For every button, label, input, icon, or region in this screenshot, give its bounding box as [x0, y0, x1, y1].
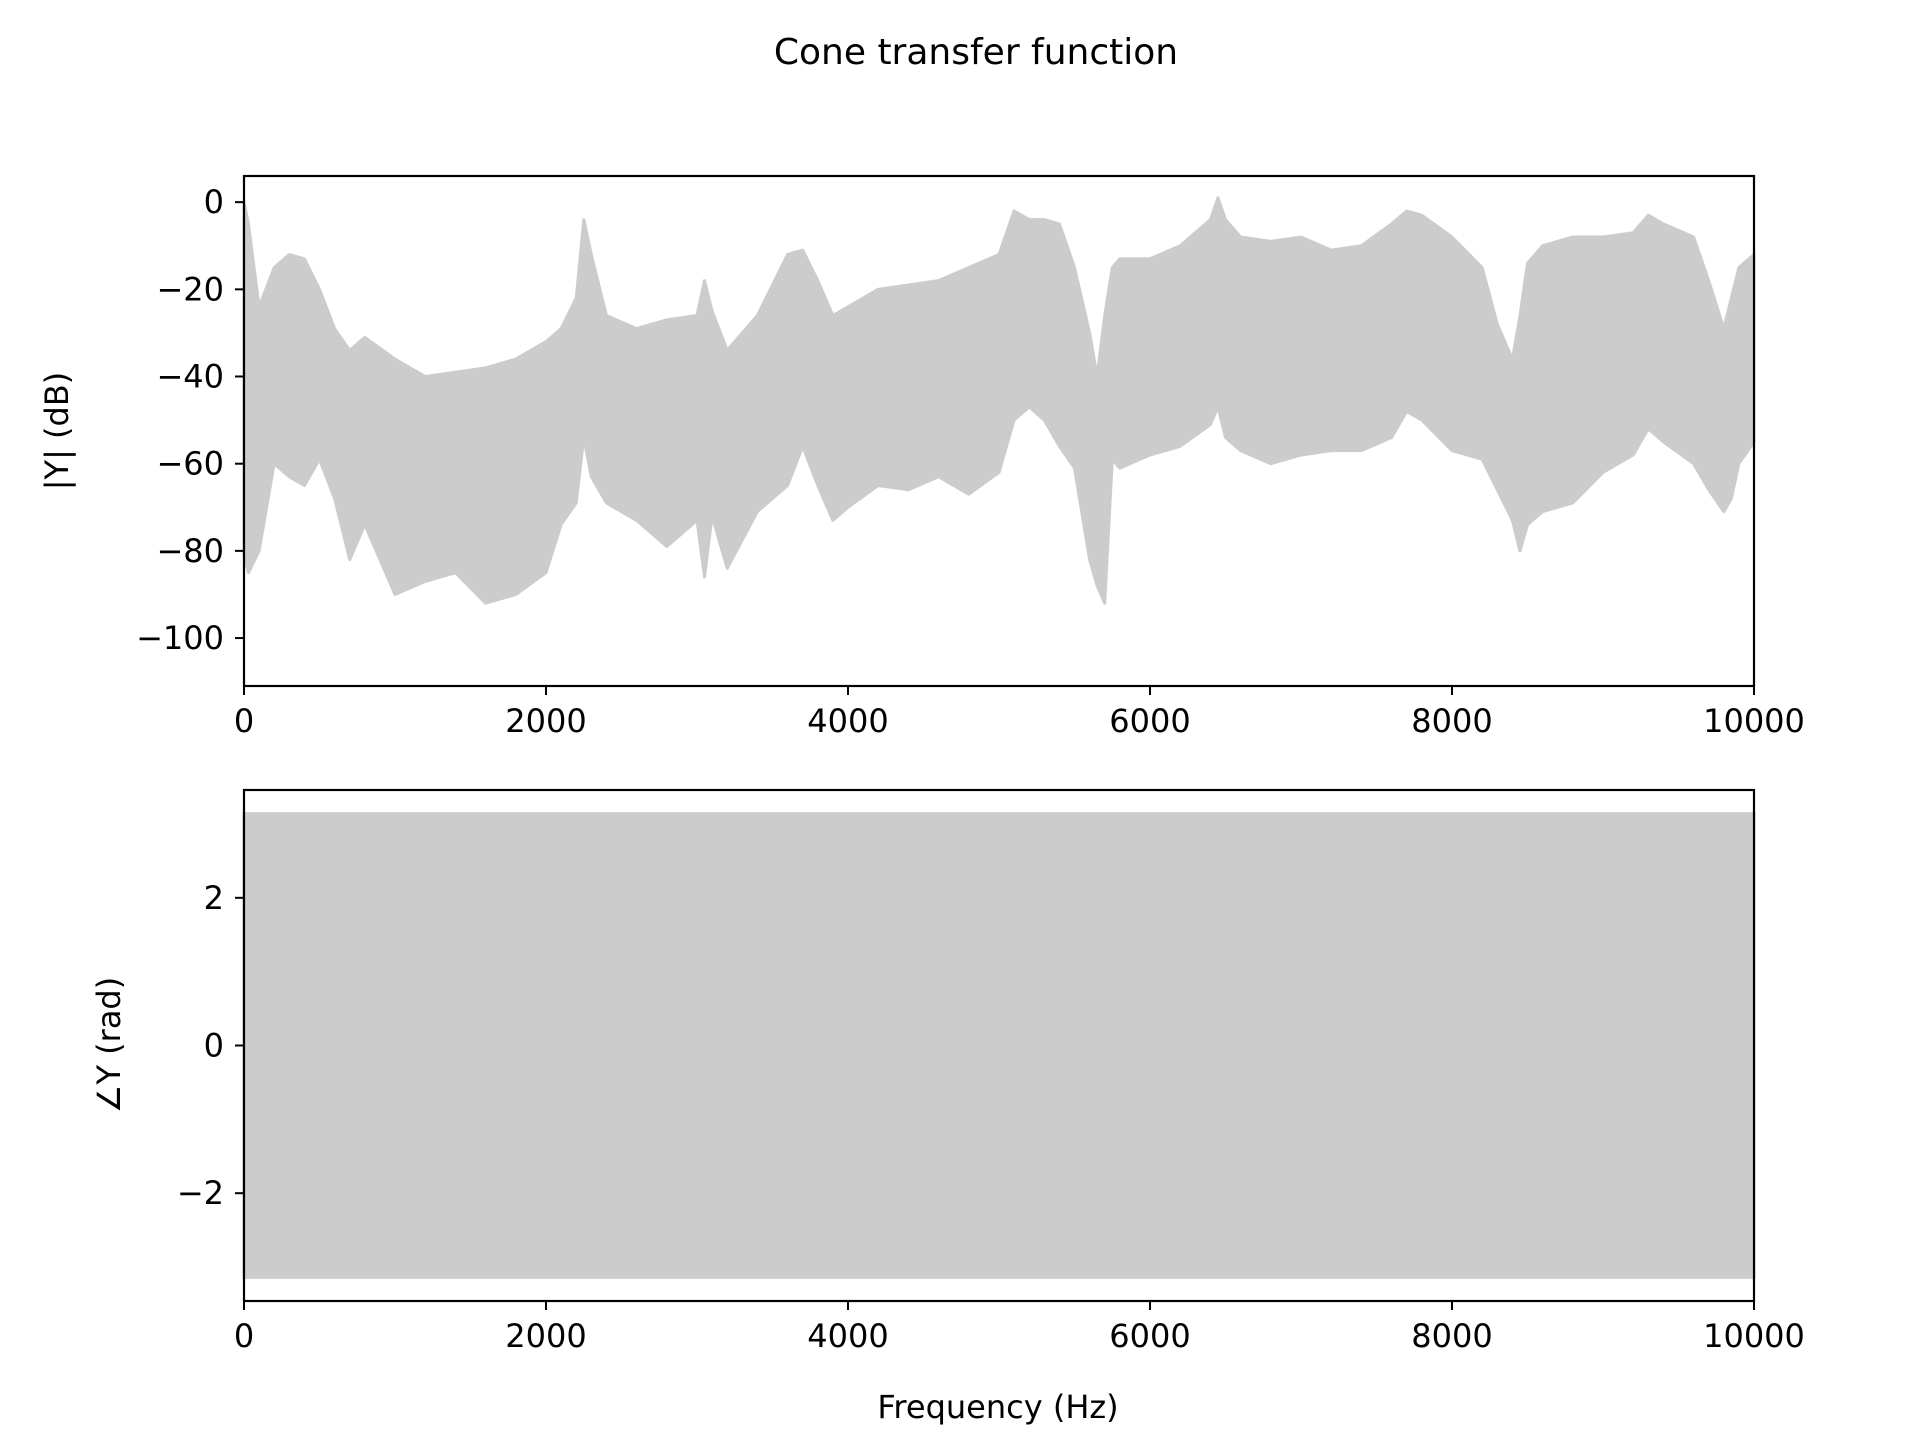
phase-x-tick-label: 0	[234, 1317, 254, 1355]
magnitude-x-tick-label: 4000	[807, 702, 888, 740]
magnitude-y-tick-label: −60	[156, 445, 224, 483]
magnitude-y-ticks: 0 −20 −40 −60 −80 −100	[136, 183, 244, 657]
magnitude-y-tick-label: −40	[156, 358, 224, 396]
figure-title: Cone transfer function	[774, 32, 1178, 73]
magnitude-y-axis-label: |Y| (dB)	[38, 372, 76, 491]
phase-x-tick-label: 8000	[1411, 1317, 1492, 1355]
magnitude-y-tick-label: −100	[136, 619, 224, 657]
magnitude-x-ticks: 0 2000 4000 6000 8000 10000	[234, 686, 1805, 740]
phase-subplot: 0 2000 4000 6000 8000 10000 2 0 −2 ∠Y (rad) Fre…	[90, 788, 1805, 1426]
phase-x-tick-label: 6000	[1109, 1317, 1190, 1355]
phase-x-ticks: 0 2000 4000 6000 8000 10000	[234, 1301, 1805, 1355]
magnitude-y-tick-label: 0	[204, 183, 224, 221]
magnitude-x-tick-label: 6000	[1109, 702, 1190, 740]
phase-marks	[242, 812, 1756, 1279]
phase-y-tick-label: 0	[204, 1027, 224, 1065]
magnitude-subplot: 0 2000 4000 6000 8000 10000 0 −20 −40 −60 −80 −100…	[38, 174, 1805, 740]
magnitude-x-tick-label: 8000	[1411, 702, 1492, 740]
magnitude-y-tick-label: −20	[156, 270, 224, 308]
phase-x-tick-label: 4000	[807, 1317, 888, 1355]
phase-x-tick-label: 2000	[505, 1317, 586, 1355]
magnitude-axes-frame	[242, 174, 1756, 688]
phase-x-tick-label: 10000	[1703, 1317, 1805, 1355]
phase-series-0	[242, 812, 1756, 1279]
phase-y-tick-label: 2	[204, 879, 224, 917]
phase-y-tick-label: −2	[177, 1174, 224, 1212]
magnitude-x-tick-label: 0	[234, 702, 254, 740]
phase-y-ticks: 2 0 −2	[177, 879, 244, 1212]
x-axis-label: Frequency (Hz)	[877, 1388, 1118, 1426]
magnitude-x-tick-label: 10000	[1703, 702, 1805, 740]
magnitude-x-tick-label: 2000	[505, 702, 586, 740]
phase-y-axis-label: ∠Y (rad)	[90, 977, 128, 1113]
magnitude-y-tick-label: −80	[156, 532, 224, 570]
